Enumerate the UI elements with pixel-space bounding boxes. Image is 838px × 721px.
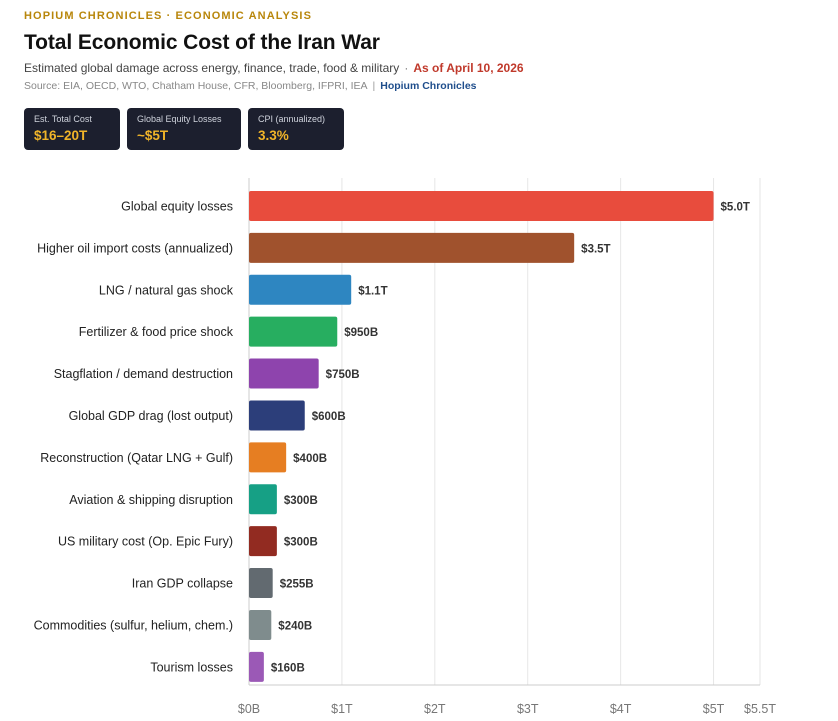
- kicker: HOPIUM CHRONICLES · ECONOMIC ANALYSIS: [24, 10, 313, 22]
- summary-cards: Est. Total Cost $16–20T Global Equity Lo…: [24, 108, 344, 150]
- category-label: Tourism losses: [150, 660, 233, 674]
- brand-link[interactable]: Hopium Chronicles: [380, 80, 477, 92]
- bar[interactable]: [249, 651, 264, 682]
- as-of-date: As of April 10, 2026: [413, 61, 524, 75]
- bar[interactable]: [249, 316, 338, 347]
- value-label: $950B: [344, 327, 378, 339]
- bar[interactable]: [249, 526, 277, 557]
- category-label: Stagflation / demand destruction: [54, 367, 233, 381]
- source-line: Source: EIA, OECD, WTO, Chatham House, C…: [24, 80, 814, 92]
- card-value: ~$5T: [137, 128, 169, 143]
- category-label: Iran GDP collapse: [132, 577, 233, 591]
- subtitle-text: Estimated global damage across energy, f…: [24, 61, 400, 75]
- category-label: Fertilizer & food price shock: [79, 325, 234, 339]
- x-tick-label: $5.5T: [744, 702, 776, 716]
- value-label: $5.0T: [721, 201, 750, 213]
- source-separator: |: [372, 80, 376, 92]
- card-cpi: CPI (annualized) 3.3%: [248, 108, 344, 150]
- card-label: Est. Total Cost: [34, 114, 92, 124]
- category-label: Reconstruction (Qatar LNG + Gulf): [40, 451, 233, 465]
- subtitle: Estimated global damage across energy, f…: [24, 61, 814, 75]
- value-label: $750B: [326, 369, 360, 381]
- category-label: Commodities (sulfur, helium, chem.): [34, 618, 233, 632]
- bar[interactable]: [249, 400, 305, 431]
- bar[interactable]: [249, 484, 277, 515]
- category-label: Global equity losses: [121, 199, 233, 213]
- bar[interactable]: [249, 358, 319, 389]
- value-label: $3.5T: [581, 243, 610, 255]
- value-label: $255B: [280, 579, 314, 591]
- card-label: Global Equity Losses: [137, 114, 222, 124]
- value-label: $240B: [278, 620, 312, 632]
- bar[interactable]: [249, 274, 352, 305]
- category-label: LNG / natural gas shock: [99, 283, 234, 297]
- card-value: 3.3%: [258, 128, 289, 143]
- card-label: CPI (annualized): [258, 114, 326, 124]
- bar-chart: $0B $1T $2T $3T $4T $5T $5.5T Global equity los…: [34, 178, 776, 716]
- category-label: Higher oil import costs (annualized): [37, 241, 233, 255]
- bar[interactable]: [249, 190, 714, 221]
- category-label: Global GDP drag (lost output): [69, 409, 233, 423]
- chart-header: HOPIUM CHRONICLES · ECONOMIC ANALYSIS To…: [24, 10, 814, 92]
- value-label: $300B: [284, 537, 318, 549]
- card-value: $16–20T: [34, 128, 88, 143]
- x-tick-label: $3T: [517, 702, 539, 716]
- value-label: $400B: [293, 453, 327, 465]
- category-label: Aviation & shipping disruption: [69, 493, 233, 507]
- x-tick-label: $0B: [238, 702, 260, 716]
- bar[interactable]: [249, 442, 287, 473]
- value-label: $600B: [312, 411, 346, 423]
- subtitle-separator: ·: [404, 61, 409, 75]
- value-label: $160B: [271, 662, 305, 674]
- source-text: Source: EIA, OECD, WTO, Chatham House, C…: [24, 80, 368, 92]
- card-equity-losses: Global Equity Losses ~$5T: [127, 108, 241, 150]
- bar[interactable]: [249, 609, 272, 640]
- x-tick-label: $5T: [703, 702, 725, 716]
- value-label: $300B: [284, 495, 318, 507]
- chart-title: Total Economic Cost of the Iran War: [24, 31, 380, 54]
- value-label: $1.1T: [358, 285, 387, 297]
- x-tick-label: $1T: [331, 702, 353, 716]
- x-tick-label: $4T: [610, 702, 632, 716]
- bar[interactable]: [249, 232, 575, 263]
- category-label: US military cost (Op. Epic Fury): [58, 535, 233, 549]
- bar[interactable]: [249, 568, 273, 599]
- x-tick-label: $2T: [424, 702, 446, 716]
- card-total-cost: Est. Total Cost $16–20T: [24, 108, 120, 150]
